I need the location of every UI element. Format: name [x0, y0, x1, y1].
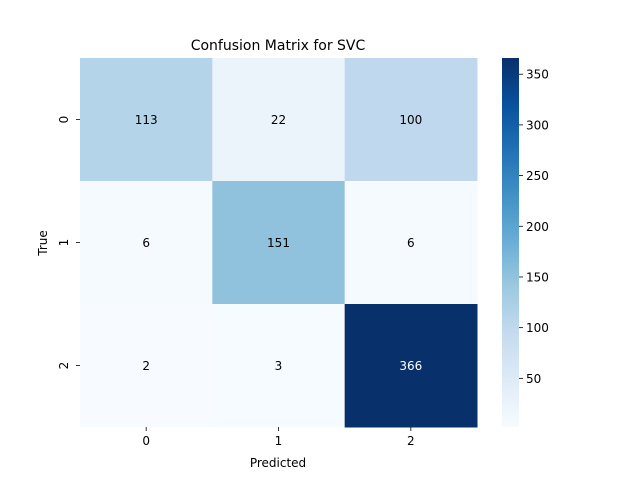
y-tick-label-2: 2: [57, 362, 71, 370]
colorbar-tick-label-5: 300: [526, 118, 549, 132]
heatmap-cell-0-1: [212, 58, 346, 182]
heatmap-cell-0-0: [80, 58, 213, 182]
heatmap-cell-1-0: [80, 181, 213, 305]
colorbar-tick-label-4: 250: [526, 169, 549, 183]
y-tick-label-1: 1: [57, 239, 71, 247]
colorbar-tick-label-0: 50: [526, 372, 541, 386]
chart-title: Confusion Matrix for SVC: [191, 38, 366, 54]
cell-annotation-0-0: 113: [135, 113, 158, 127]
y-tick-label-0: 0: [57, 116, 71, 124]
colorbar-ticks: 50 100 150 200 250 300 350: [519, 68, 549, 386]
heatmap-cell-2-2: [344, 304, 478, 428]
cell-annotation-1-2: 6: [407, 236, 415, 250]
colorbar-tick-label-2: 150: [526, 270, 549, 284]
y-axis-ticks: 0 1 2: [57, 116, 80, 370]
heatmap-cell-1-1: [212, 181, 346, 305]
y-axis-label: True: [36, 230, 50, 257]
cell-annotation-2-1: 3: [275, 359, 283, 373]
cell-annotation-0-1: 22: [271, 113, 286, 127]
colorbar-tick-label-3: 200: [526, 220, 549, 234]
cell-annotation-1-1: 151: [267, 236, 290, 250]
heatmap-cell-0-2: [344, 58, 478, 182]
heatmap-cell-1-2: [344, 181, 478, 305]
heatmap-cells: 113 22 100 6 151 6 2 3 366: [80, 58, 478, 428]
heatmap-cell-2-1: [212, 304, 346, 428]
cell-annotation-2-0: 2: [142, 359, 150, 373]
cell-annotation-1-0: 6: [142, 236, 150, 250]
x-axis-ticks: 0 1 2: [142, 427, 415, 448]
x-tick-label-0: 0: [142, 434, 150, 448]
heatmap-cell-2-0: [80, 304, 213, 428]
x-tick-label-1: 1: [275, 434, 283, 448]
cell-annotation-0-2: 100: [399, 113, 422, 127]
cell-annotation-2-2: 366: [399, 359, 422, 373]
x-tick-label-2: 2: [407, 434, 415, 448]
colorbar: [502, 58, 519, 427]
colorbar-tick-label-1: 100: [526, 321, 549, 335]
x-axis-label: Predicted: [250, 456, 306, 470]
colorbar-tick-label-6: 350: [526, 68, 549, 82]
